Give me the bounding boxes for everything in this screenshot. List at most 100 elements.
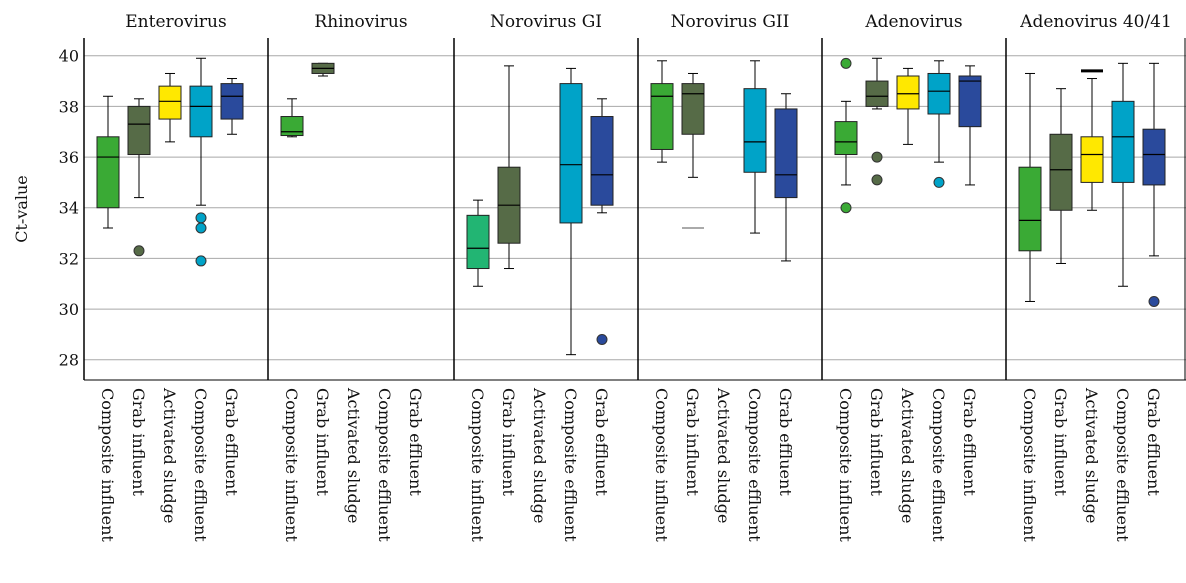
category-label: Composite effluent — [561, 388, 580, 542]
box-grab-influent — [311, 62, 335, 77]
box-iqr — [774, 108, 798, 199]
y-tick-label: 36 — [59, 148, 79, 167]
box-composite-effluent — [1111, 62, 1135, 287]
box-grab-influent — [681, 72, 705, 229]
box-grab-influent — [1049, 88, 1073, 264]
box-grab-effluent — [958, 65, 982, 186]
outlier-point — [195, 222, 207, 234]
box-composite-influent — [466, 199, 490, 287]
box-composite-effluent — [559, 67, 583, 356]
box-grab-effluent — [590, 98, 614, 345]
box-iqr — [927, 72, 951, 115]
y-tick-label: 40 — [59, 47, 79, 66]
outlier-point — [195, 212, 207, 224]
box-composite-influent — [1018, 72, 1042, 302]
y-axis-title: Ct-value — [12, 175, 31, 243]
category-label: Activated sludge — [160, 387, 179, 523]
category-label: Composite influent — [1020, 388, 1039, 542]
category-label: Grab influent — [499, 388, 518, 496]
category-label: Grab effluent — [406, 388, 425, 496]
panel-norovirus-gii: Norovirus GII Composite influent Grab infl… — [637, 12, 822, 542]
category-label: Composite effluent — [191, 388, 210, 542]
box-iqr — [590, 116, 614, 206]
category-label: Grab influent — [129, 388, 148, 496]
category-label: Activated sludge — [714, 387, 733, 523]
box-grab-influent — [127, 98, 151, 257]
box-iqr — [220, 83, 244, 120]
box-activated-sludge — [896, 67, 920, 145]
panel-rhinovirus: Rhinovirus Composite influent Grab influen… — [267, 12, 454, 542]
outlier-point — [133, 245, 145, 257]
box-iqr — [743, 88, 767, 173]
box-iqr — [1049, 133, 1073, 211]
box-grab-effluent — [220, 78, 244, 135]
box-composite-effluent — [189, 57, 213, 267]
box-iqr — [865, 80, 889, 107]
box-iqr — [958, 75, 982, 128]
panel-title: Norovirus GI — [490, 12, 602, 32]
box-composite-influent — [96, 95, 120, 229]
box-activated-sludge — [1080, 69, 1104, 211]
panel-title: Enterovirus — [125, 12, 226, 32]
category-label: Grab effluent — [960, 388, 979, 496]
box-iqr — [1111, 100, 1135, 183]
category-label: Activated sludge — [1082, 387, 1101, 523]
category-label: Composite effluent — [745, 388, 764, 542]
outlier-point — [871, 151, 883, 163]
panel-adenovirus: Adenovirus Composite influent Grab influen… — [821, 12, 1006, 542]
box-composite-effluent — [927, 60, 951, 188]
box-iqr — [466, 214, 490, 270]
category-label: Composite effluent — [929, 388, 948, 542]
box-grab-effluent — [774, 93, 798, 262]
category-label: Grab influent — [683, 388, 702, 496]
category-label: Composite effluent — [1113, 388, 1132, 542]
category-label: Composite influent — [282, 388, 301, 542]
box-composite-influent — [834, 57, 858, 214]
box-composite-influent — [650, 60, 674, 163]
category-label: Grab effluent — [222, 388, 241, 496]
category-label: Grab influent — [867, 388, 886, 496]
category-label: Activated sludge — [898, 387, 917, 523]
y-tick-label: 32 — [59, 249, 79, 268]
category-label: Grab effluent — [592, 388, 611, 496]
panel-enterovirus: Enterovirus Composite influent Grab influe… — [83, 12, 268, 542]
category-label: Activated sludge — [344, 387, 363, 523]
box-grab-influent — [865, 57, 889, 186]
box-grab-influent — [497, 65, 521, 270]
outlier-point — [596, 333, 608, 345]
box-activated-sludge — [158, 72, 182, 143]
category-label: Grab influent — [1051, 388, 1070, 496]
box-iqr — [896, 75, 920, 110]
outlier-point — [195, 255, 207, 267]
category-label: Activated sludge — [530, 387, 549, 523]
box-iqr — [681, 83, 705, 135]
box-composite-effluent — [743, 60, 767, 234]
y-tick-label: 30 — [59, 300, 79, 319]
y-tick-label: 38 — [59, 97, 79, 116]
panel-adenovirus-40-41: Adenovirus 40/41 Composite influent Grab i… — [1005, 12, 1186, 542]
y-tick-label: 28 — [59, 351, 79, 370]
category-label: Composite influent — [836, 388, 855, 542]
panel-title: Rhinovirus — [314, 12, 407, 32]
box-iqr — [1142, 128, 1166, 186]
outlier-point — [840, 57, 852, 69]
box-iqr — [189, 85, 213, 138]
category-label: Composite influent — [98, 388, 117, 542]
category-label: Grab effluent — [1144, 388, 1163, 496]
box-iqr — [1080, 136, 1104, 183]
box-iqr — [158, 85, 182, 120]
category-label: Composite influent — [652, 388, 671, 542]
outlier-point — [1148, 295, 1160, 307]
panel-title: Adenovirus 40/41 — [1019, 12, 1172, 32]
box-iqr — [559, 83, 583, 224]
y-tick-label: 34 — [59, 199, 79, 218]
box-iqr — [127, 105, 151, 156]
category-label: Composite influent — [468, 388, 487, 542]
box-iqr — [1018, 166, 1042, 252]
category-label: Composite effluent — [375, 388, 394, 542]
box-composite-influent — [280, 98, 304, 138]
panel-title: Norovirus GII — [671, 12, 790, 32]
category-label: Grab influent — [313, 388, 332, 496]
panel-title: Adenovirus — [864, 12, 962, 32]
